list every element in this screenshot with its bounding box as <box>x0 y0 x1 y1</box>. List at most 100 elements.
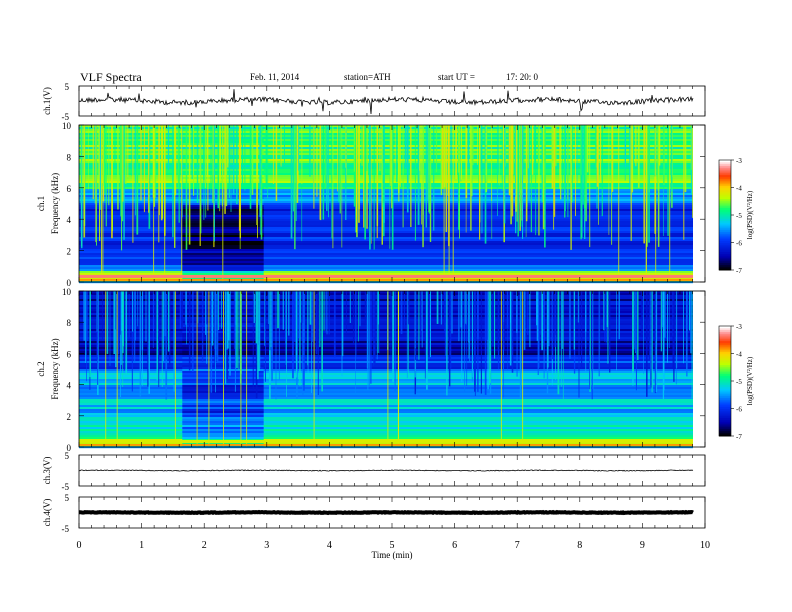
freq-band <box>79 153 693 155</box>
freq-band <box>182 365 264 367</box>
sferic-streak <box>265 291 266 382</box>
sferic-streak <box>213 125 215 242</box>
freq-band <box>182 299 264 301</box>
sferic-streak <box>137 291 139 327</box>
freq-band <box>79 365 693 367</box>
sferic-streak <box>168 291 170 352</box>
colorbar-cell <box>719 381 731 384</box>
freq-band <box>182 417 264 419</box>
freq-band <box>79 257 693 259</box>
freq-band <box>79 337 693 339</box>
sferic-streak <box>472 125 474 166</box>
sferic-streak <box>111 125 113 239</box>
ch2-spectrogram-colorbar-tick-label: -7 <box>736 433 742 441</box>
x-tick-label: 9 <box>640 540 645 551</box>
freq-band <box>182 367 264 369</box>
sferic-streak <box>296 125 299 203</box>
freq-band <box>79 143 693 145</box>
sferic-streak <box>255 291 258 344</box>
freq-band <box>182 329 264 331</box>
sferic-streak <box>114 125 116 165</box>
sferic-streak <box>506 291 509 328</box>
colorbar-cell <box>719 238 731 242</box>
colorbar-cell <box>719 333 731 336</box>
freq-band <box>79 435 693 437</box>
sferic-streak <box>205 125 207 218</box>
ch1-waveform-trace <box>78 89 694 115</box>
freq-band <box>182 305 264 307</box>
sferic-streak <box>542 125 545 230</box>
sferic-streak <box>606 291 609 328</box>
sferic-streak <box>312 291 314 347</box>
sferic-streak <box>124 291 125 371</box>
sferic-streak <box>654 291 656 394</box>
sferic-streak <box>426 291 428 390</box>
freq-band <box>79 325 693 327</box>
ch3-waveform-ylabel: ch.3(V) <box>42 457 52 485</box>
freq-band <box>79 237 693 239</box>
sferic-streak <box>686 291 688 377</box>
ch2-spectrogram-colorbar-tick-label: -3 <box>736 323 742 331</box>
freq-band <box>79 173 693 175</box>
sferic-streak <box>591 291 593 400</box>
freq-band <box>182 423 264 425</box>
freq-band <box>79 131 693 133</box>
sferic-streak <box>513 125 515 176</box>
sferic-streak <box>673 291 675 382</box>
figure-title: VLF Spectra <box>80 70 142 84</box>
ch4-waveform-ytick: -5 <box>62 524 70 534</box>
power-line <box>79 278 693 281</box>
freq-band <box>79 151 693 153</box>
sferic-streak <box>516 125 518 222</box>
sferic-streak <box>169 291 171 365</box>
sferic-streak <box>424 291 426 379</box>
sferic-streak <box>307 291 309 375</box>
power-line <box>79 274 693 278</box>
sferic-streak <box>294 291 296 342</box>
sferic-streak <box>648 125 650 243</box>
sferic-streak <box>153 125 155 282</box>
sferic-streak <box>326 125 328 211</box>
colorbar-cell <box>719 428 731 431</box>
freq-band <box>79 267 693 269</box>
colorbar-cell <box>719 401 731 404</box>
sferic-streak <box>252 291 254 390</box>
sferic-streak <box>486 291 488 340</box>
colorbar-cell <box>719 368 731 371</box>
sferic-streak <box>105 291 107 447</box>
freq-band <box>182 317 264 319</box>
freq-band <box>79 391 693 393</box>
sferic-streak <box>239 125 241 249</box>
colorbar-cell <box>719 375 731 378</box>
freq-band <box>79 307 693 309</box>
sferic-streak <box>523 125 525 165</box>
freq-band <box>79 373 693 375</box>
sferic-streak <box>228 125 230 199</box>
freq-band <box>182 371 264 373</box>
freq-band <box>182 435 264 437</box>
colorbar-cell <box>719 268 731 271</box>
colorbar-cell <box>719 167 731 170</box>
sferic-streak <box>663 291 665 391</box>
sferic-streak <box>123 125 125 175</box>
sferic-streak <box>161 125 164 219</box>
colorbar-cell <box>719 240 731 243</box>
sferic-streak <box>230 125 232 212</box>
freq-band <box>79 403 693 405</box>
sferic-streak <box>377 291 379 353</box>
freq-band <box>79 141 693 143</box>
sferic-streak <box>485 125 488 192</box>
freq-band <box>79 147 693 149</box>
colorbar-cell <box>719 231 731 234</box>
sferic-streak <box>300 291 302 323</box>
sferic-streak <box>292 125 295 212</box>
sferic-streak <box>210 125 212 194</box>
sferic-streak <box>217 125 219 209</box>
sferic-streak <box>227 125 229 168</box>
freq-band <box>79 163 693 165</box>
sferic-streak <box>421 125 423 225</box>
sferic-streak <box>390 291 392 323</box>
freq-band <box>182 393 264 395</box>
sferic-streak <box>141 291 143 386</box>
sferic-streak <box>466 291 468 386</box>
